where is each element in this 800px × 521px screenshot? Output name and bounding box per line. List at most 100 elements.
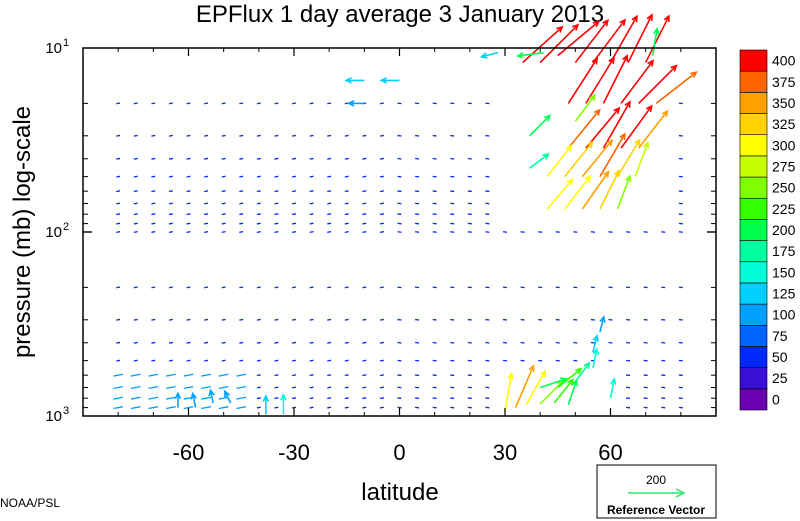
y-tick-exponent: 3 (63, 405, 69, 417)
background-vector (309, 374, 314, 377)
background-vector (362, 175, 367, 178)
background-vector (239, 134, 244, 137)
colorbar: 0 25 50 75 100 125 150 175 200 225 250 275 300 325 350… (739, 49, 796, 411)
flux-vector (525, 369, 547, 406)
background-vector (327, 341, 332, 344)
background-vector (166, 373, 176, 377)
flux-vector-head (606, 138, 614, 147)
flux-vector (262, 394, 270, 415)
background-vector (344, 231, 349, 233)
y-tick-exponent: 1 (63, 37, 69, 49)
background-vector (309, 134, 314, 137)
background-vector (201, 373, 211, 377)
background-vector (379, 190, 384, 193)
background-vector (116, 318, 121, 321)
background-vector (379, 157, 384, 160)
source-label: NOAA/PSL (0, 496, 60, 510)
background-vector (116, 175, 121, 178)
x-tick-labels: -60 -30 0 30 60 (173, 440, 623, 465)
background-vector (116, 213, 121, 216)
background-vector (362, 386, 367, 389)
colorbar-swatch (739, 155, 768, 178)
background-vector (133, 102, 138, 105)
background-vector (291, 202, 297, 205)
flux-vector (627, 13, 653, 63)
flux-vector (620, 104, 653, 149)
chart-title: EPFlux 1 day average 3 January 2013 (196, 1, 604, 28)
colorbar-swatch (739, 70, 768, 93)
flux-vector (574, 93, 596, 122)
background-vector (148, 373, 159, 377)
flux-vector (504, 371, 514, 413)
flux-vector-head (540, 369, 547, 378)
flux-vector-head (567, 378, 575, 386)
background-vector (133, 190, 138, 193)
background-vector (256, 359, 261, 362)
background-vector (309, 386, 314, 389)
flux-vector (553, 378, 575, 404)
x-tick-label: 30 (493, 440, 517, 465)
background-vector (256, 213, 261, 216)
background-vector (344, 386, 349, 389)
flux-vector (585, 106, 621, 149)
flux-vector (592, 18, 627, 64)
background-vector (362, 374, 367, 377)
flux-vector-shaft (209, 390, 214, 404)
background-vector (256, 202, 261, 205)
background-vector (183, 373, 194, 377)
plot-area (82, 13, 717, 417)
background-vector (168, 231, 173, 233)
background-vector (168, 222, 173, 225)
flux-vector (651, 26, 660, 56)
background-vector (204, 231, 209, 233)
flux-vector-shaft (602, 55, 629, 104)
flux-vector (546, 178, 574, 210)
background-vector (239, 190, 244, 193)
background-vector (133, 341, 138, 344)
background-vector (168, 286, 173, 289)
background-vector (291, 406, 297, 409)
background-vector (256, 157, 261, 160)
flux-vector-shaft (539, 380, 564, 405)
background-vector (362, 406, 367, 409)
background-vector (204, 202, 209, 205)
background-vector (130, 406, 141, 410)
flux-vector (592, 334, 600, 353)
background-vector (204, 134, 209, 137)
background-vector (151, 175, 156, 178)
flux-vector-head (608, 56, 615, 65)
background-vector (309, 397, 314, 400)
flux-vector-shaft (638, 110, 668, 149)
background-vector (239, 175, 244, 178)
background-vector (183, 406, 194, 410)
colorbar-swatch (739, 282, 768, 305)
reference-vector-value: 200 (646, 473, 666, 487)
background-vector (168, 134, 173, 137)
background-vector (168, 359, 173, 362)
background-vector (274, 190, 279, 193)
flux-vector-head (479, 52, 488, 59)
background-vector (344, 190, 349, 193)
colorbar-label: 325 (772, 116, 796, 132)
colorbar-swatch (739, 303, 768, 326)
background-vector (204, 359, 209, 362)
flux-vector-shaft (592, 348, 598, 369)
flux-vector-head (602, 18, 609, 27)
background-vector (221, 341, 226, 344)
background-vector (309, 213, 314, 216)
flux-vector-shaft (546, 178, 574, 210)
background-vector (221, 102, 226, 105)
flux-vector (529, 114, 552, 137)
flux-vector-shaft (567, 109, 601, 149)
background-vector (309, 359, 314, 362)
background-vector (239, 341, 244, 344)
flux-vector-head (592, 334, 600, 342)
background-vector (379, 374, 384, 377)
background-vector (201, 385, 211, 390)
flux-vector-head (634, 138, 641, 146)
background-vector (204, 102, 209, 105)
background-vector (151, 231, 156, 233)
background-vector (239, 286, 244, 289)
background-vector (116, 134, 121, 137)
